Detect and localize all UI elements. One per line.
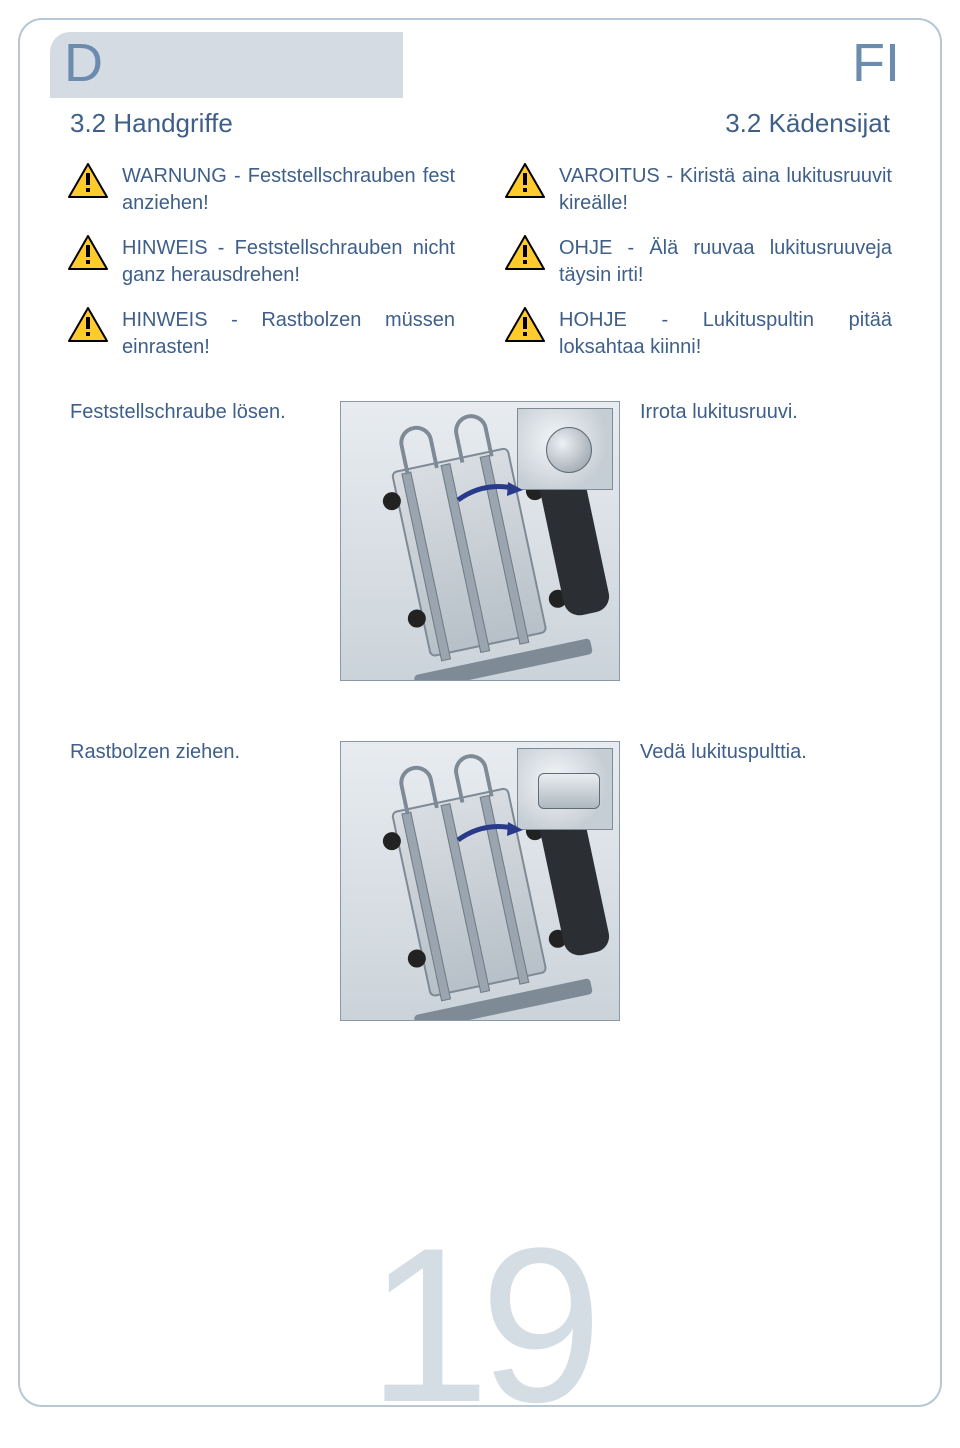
step2-image — [340, 741, 620, 1021]
step1-image — [340, 401, 620, 681]
page-number: 19 — [368, 1215, 593, 1435]
arrow-icon — [453, 820, 523, 846]
header: D FI — [50, 32, 910, 98]
inset-bolt — [517, 748, 613, 830]
lang-tab-right: FI — [842, 32, 910, 94]
inset-knob — [517, 408, 613, 490]
arrow-icon — [453, 480, 523, 506]
lang-tab-left: D — [50, 32, 403, 98]
page-border — [18, 18, 942, 1407]
